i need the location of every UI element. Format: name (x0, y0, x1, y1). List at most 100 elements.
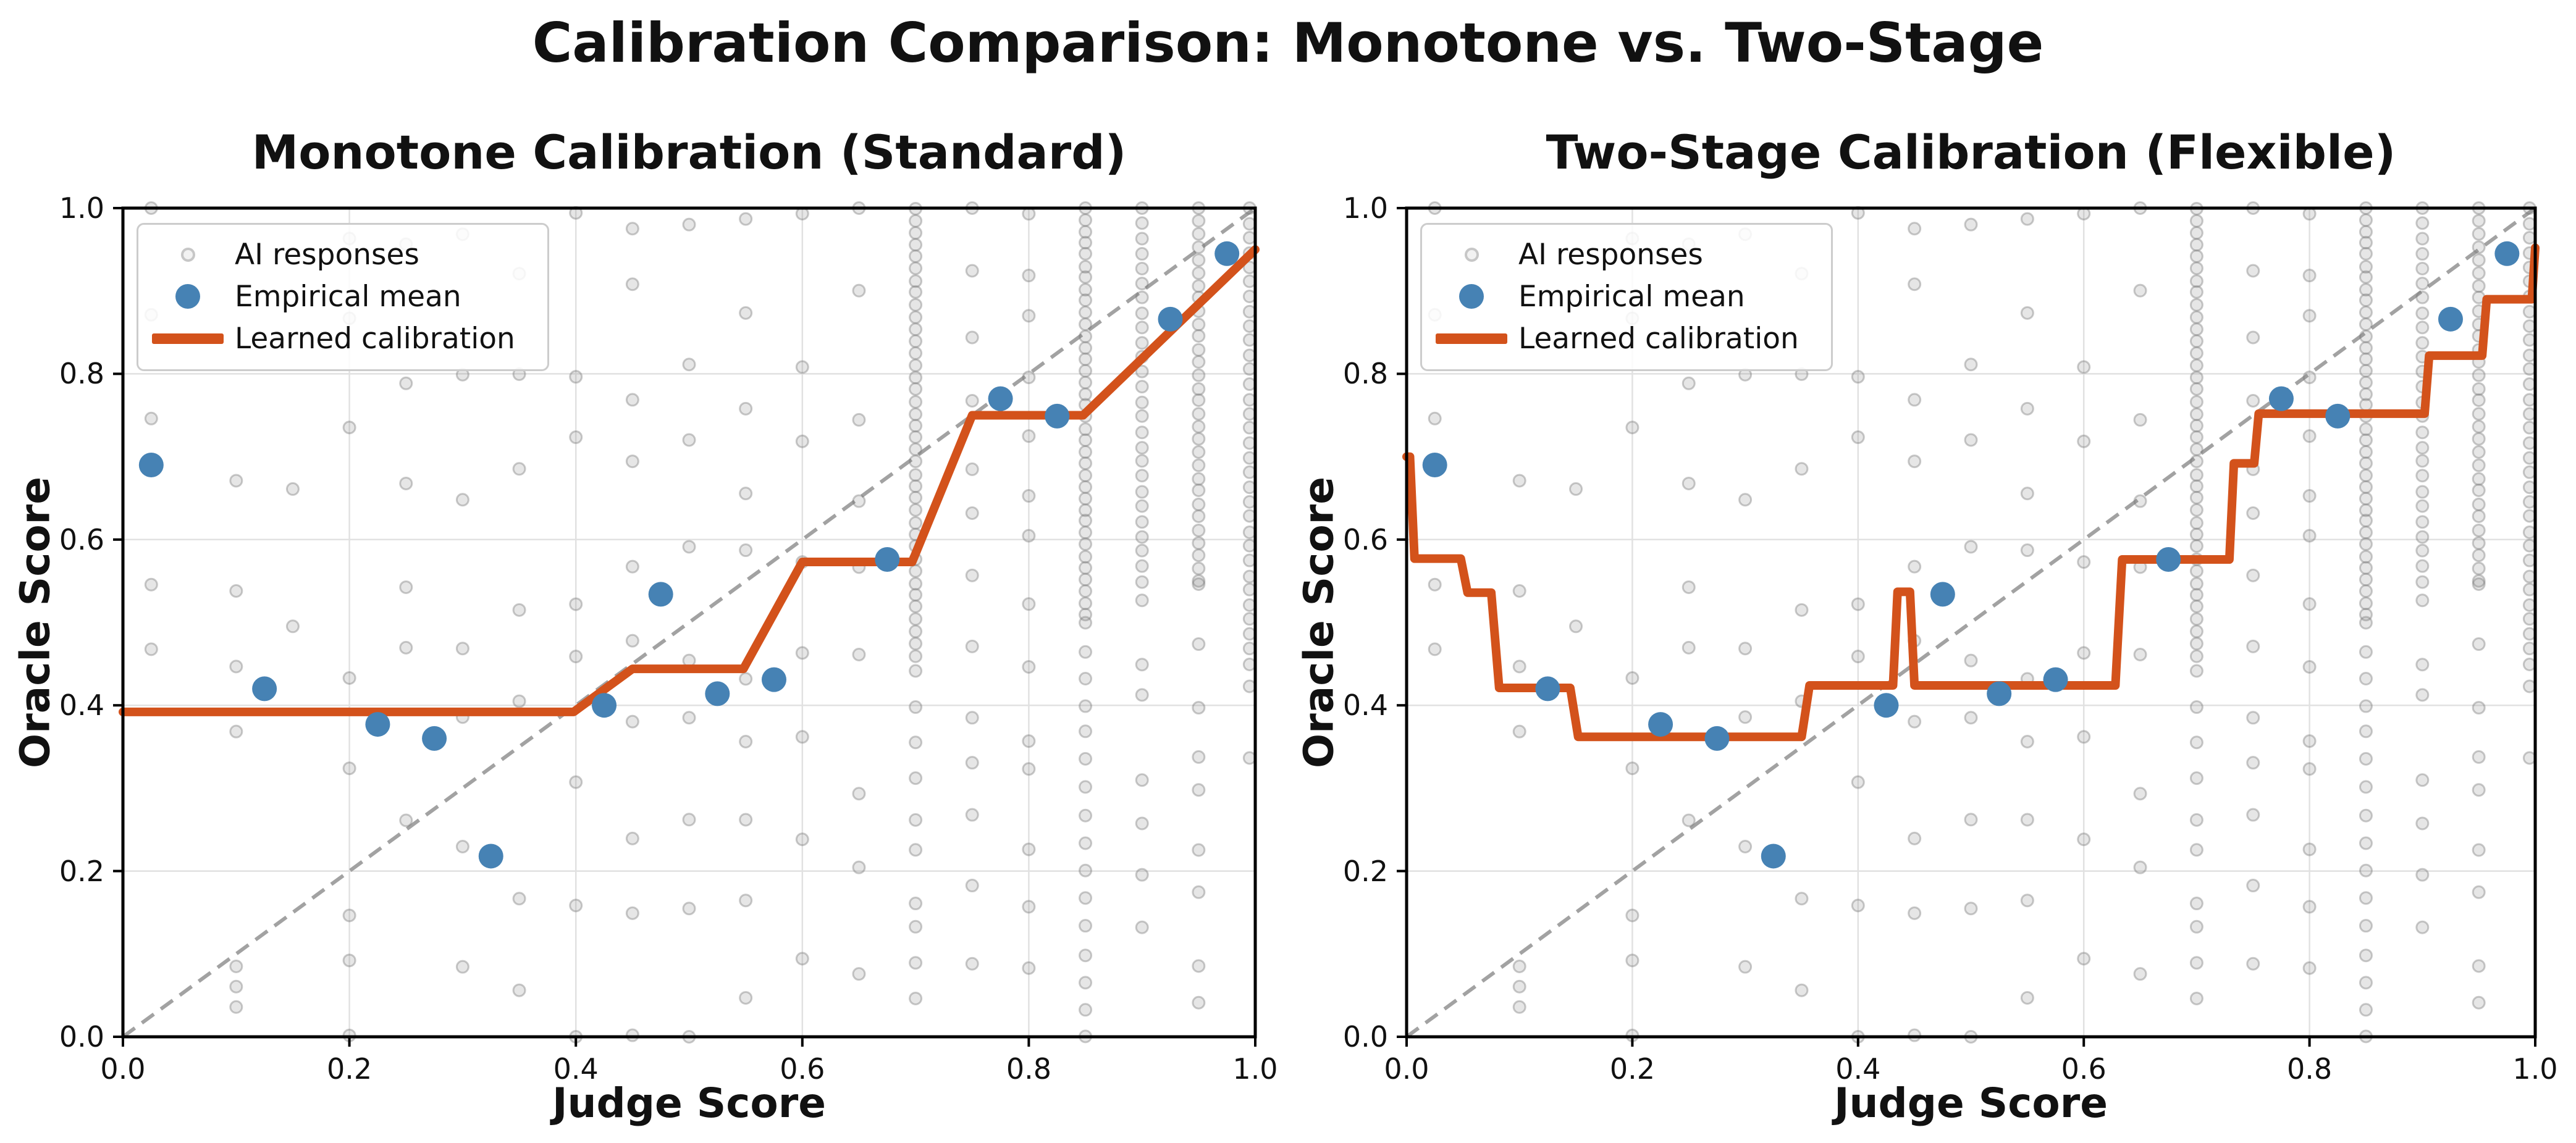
ai-response-point (1908, 454, 1922, 469)
ai-response-point (739, 487, 753, 501)
ai-response-point (2189, 956, 2203, 970)
ai-response-point (739, 990, 753, 1005)
ai-response-point (1795, 892, 1809, 906)
ai-response-point (1079, 948, 1093, 963)
ai-response-point (909, 577, 923, 591)
ai-response-point (2472, 843, 2486, 857)
plot-area-monotone: AI responses Empirical mean Learned calibr… (113, 201, 1260, 1047)
ai-response-point (2472, 523, 2486, 537)
ai-response-point (1192, 523, 1206, 537)
ai-response-point (2359, 550, 2373, 564)
ai-response-point (1192, 472, 1206, 486)
ai-response-point (2302, 429, 2317, 443)
ai-response-point (1512, 959, 1526, 973)
ai-response-point (909, 479, 923, 493)
ai-response-point (2415, 658, 2430, 672)
ai-response-point (285, 619, 300, 634)
ai-response-point (455, 960, 469, 974)
ai-response-point (909, 771, 923, 785)
ai-response-point (2189, 813, 2203, 827)
empirical-mean-point (2043, 667, 2068, 692)
ai-response-point (1908, 559, 1922, 574)
ai-response-point (2246, 879, 2260, 893)
ai-response-point (2189, 897, 2203, 911)
ai-response-point (1192, 497, 1206, 511)
ai-response-point (342, 761, 356, 776)
ai-response-point (965, 808, 979, 822)
ai-response-point (2472, 393, 2486, 407)
ai-response-point (1079, 780, 1093, 794)
empirical-mean-point (648, 582, 673, 607)
ai-response-point (399, 580, 413, 594)
ai-response-point (2359, 561, 2373, 575)
y-tick-label: 0.0 (1342, 1020, 1388, 1053)
ai-response-point (1242, 538, 1256, 553)
ai-response-point (1569, 619, 1583, 634)
ai-response-point (909, 430, 923, 444)
ai-response-point (1079, 387, 1093, 401)
ai-response-point (2077, 434, 2091, 448)
ai-response-point (2189, 919, 2203, 934)
ai-response-point (2302, 207, 2317, 221)
ai-response-point (2359, 317, 2373, 332)
ai-response-point (2189, 843, 2203, 857)
ai-response-point (2302, 961, 2317, 975)
gray-open-dot (1464, 247, 1479, 262)
ai-response-point (512, 892, 526, 906)
ai-response-point (2189, 588, 2203, 602)
ai-response-point (2472, 637, 2486, 651)
ai-response-point (2189, 274, 2203, 288)
ai-response-point (1242, 642, 1256, 656)
empirical-mean-point (1158, 306, 1183, 332)
ai-response-point (2415, 469, 2430, 483)
ai-response-point (2020, 813, 2034, 827)
x-tick-label: 0.8 (2287, 1052, 2333, 1086)
ai-response-point (2189, 454, 2203, 469)
ai-response-point (2189, 371, 2203, 385)
ai-response-point (1242, 393, 1256, 407)
x-tick-label: 0.6 (2061, 1052, 2107, 1086)
legend: AI responses Empirical mean Learned calibr… (137, 223, 549, 371)
ai-response-point (1079, 317, 1093, 332)
ai-response-point (2472, 750, 2486, 764)
ai-response-point (1738, 710, 1753, 724)
ai-response-point (2133, 647, 2147, 661)
ai-response-point (1135, 920, 1149, 934)
ai-response-point (2415, 425, 2430, 440)
empirical-mean-point (1761, 844, 1786, 869)
ai-response-point (2359, 492, 2373, 506)
ai-response-point (1428, 411, 1442, 425)
ai-response-point (909, 991, 923, 1005)
ai-response-point (1135, 658, 1149, 672)
ai-response-point (1079, 976, 1093, 990)
ai-response-point (1738, 960, 1753, 974)
ai-response-point (1079, 699, 1093, 713)
ai-response-point (1022, 900, 1036, 914)
ai-response-point (1079, 492, 1093, 506)
ai-response-point (2189, 214, 2203, 228)
ai-response-point (2189, 346, 2203, 360)
ai-response-point (455, 642, 469, 656)
ai-response-point (1242, 679, 1256, 693)
ai-response-point (2415, 515, 2430, 529)
ai-response-point (1135, 454, 1149, 468)
ai-response-point (2472, 368, 2486, 382)
ai-response-point (795, 730, 809, 744)
ai-response-point (569, 898, 583, 913)
ai-response-point (1135, 247, 1149, 261)
ai-response-point (682, 358, 696, 372)
ai-response-point (2359, 525, 2373, 540)
ai-response-point (1851, 650, 1865, 664)
ai-response-point (1079, 1003, 1093, 1017)
ai-response-point (1512, 584, 1526, 598)
two-stage-plot-svg (1397, 201, 2540, 1047)
ai-response-point (682, 902, 696, 916)
ai-response-point (2359, 948, 2373, 963)
ai-response-point (1192, 995, 1206, 1010)
ai-response-point (2189, 249, 2203, 263)
ai-response-point (1242, 362, 1256, 376)
ai-response-point (1242, 509, 1256, 523)
ai-response-point (2189, 419, 2203, 433)
ai-response-point (1242, 582, 1256, 597)
ai-response-point (2359, 469, 2373, 483)
